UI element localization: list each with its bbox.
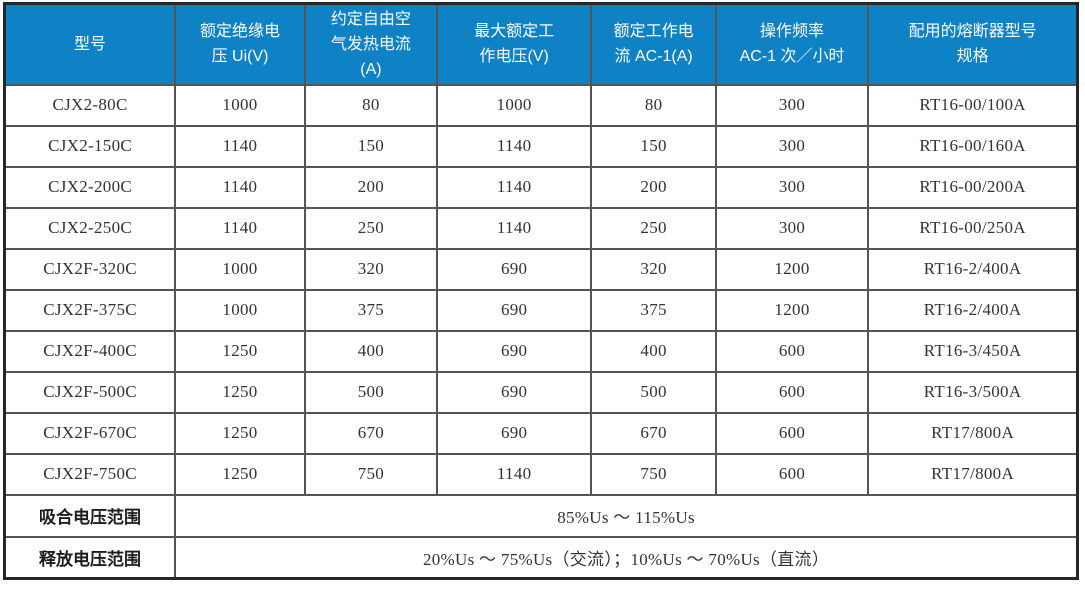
cell-value: 750: [590, 452, 717, 496]
cell-value: 1250: [174, 370, 306, 414]
cell-fuse-spec: RT16-3/500A: [867, 370, 1079, 414]
footer-label-release-voltage-range: 释放电压范围: [3, 535, 177, 580]
table-row: CJX2-150C 1140 150 1140 150 300 RT16-00/…: [3, 124, 1079, 168]
cell-fuse-spec: RT17/800A: [867, 452, 1079, 496]
cell-model: CJX2-80C: [3, 83, 177, 127]
cell-value: 300: [714, 83, 870, 127]
cell-value: 1250: [174, 411, 306, 455]
table-row: CJX2F-375C 1000 375 690 375 1200 RT16-2/…: [3, 288, 1079, 332]
spec-table: 型号 额定绝缘电 压 Ui(V) 约定自由空 气发热电流 (A) 最大额定工 作…: [3, 2, 1079, 580]
cell-value: 600: [714, 452, 870, 496]
cell-value: 1000: [174, 247, 306, 291]
cell-value: 1140: [435, 206, 593, 250]
cell-value: 1250: [174, 452, 306, 496]
header-row: 型号 额定绝缘电 压 Ui(V) 约定自由空 气发热电流 (A) 最大额定工 作…: [3, 2, 1079, 86]
cell-fuse-spec: RT17/800A: [867, 411, 1079, 455]
cell-value: 1000: [174, 288, 306, 332]
table-row: CJX2F-670C 1250 670 690 670 600 RT17/800…: [3, 411, 1079, 455]
cell-fuse-spec: RT16-3/450A: [867, 329, 1079, 373]
cell-value: 1140: [435, 124, 593, 168]
cell-value: 250: [303, 206, 438, 250]
cell-model: CJX2-200C: [3, 165, 177, 209]
cell-value: 690: [435, 329, 593, 373]
footer-row-release-voltage-range: 释放电压范围 20%Us ～ 75%Us（交流）；10%Us ～ 70%Us（直…: [3, 535, 1079, 580]
cell-model: CJX2-250C: [3, 206, 177, 250]
header-cell-matching-fuse-spec: 配用的熔断器型号 规格: [867, 2, 1079, 86]
cell-value: 150: [303, 124, 438, 168]
cell-value: 750: [303, 452, 438, 496]
table-row: CJX2-200C 1140 200 1140 200 300 RT16-00/…: [3, 165, 1079, 209]
cell-value: 80: [303, 83, 438, 127]
cell-value: 200: [303, 165, 438, 209]
cell-value: 670: [590, 411, 717, 455]
cell-value: 690: [435, 370, 593, 414]
cell-model: CJX2F-670C: [3, 411, 177, 455]
cell-model: CJX2F-500C: [3, 370, 177, 414]
cell-value: 300: [714, 206, 870, 250]
header-cell-rated-insulation-voltage: 额定绝缘电 压 Ui(V): [174, 2, 306, 86]
cell-value: 320: [303, 247, 438, 291]
cell-value: 200: [590, 165, 717, 209]
cell-model: CJX2F-400C: [3, 329, 177, 373]
cell-value: 375: [303, 288, 438, 332]
cell-fuse-spec: RT16-00/160A: [867, 124, 1079, 168]
cell-value: 1000: [174, 83, 306, 127]
header-cell-max-rated-working-voltage: 最大额定工 作电压(V): [435, 2, 593, 86]
cell-fuse-spec: RT16-00/100A: [867, 83, 1079, 127]
cell-value: 400: [303, 329, 438, 373]
cell-value: 600: [714, 370, 870, 414]
cell-value: 250: [590, 206, 717, 250]
table-row: CJX2-250C 1140 250 1140 250 300 RT16-00/…: [3, 206, 1079, 250]
cell-value: 80: [590, 83, 717, 127]
cell-value: 690: [435, 411, 593, 455]
footer-label-pickup-voltage-range: 吸合电压范围: [3, 493, 177, 538]
cell-value: 690: [435, 288, 593, 332]
footer-value-pickup-voltage-range: 85%Us ～ 115%Us: [174, 493, 1079, 538]
table-row: CJX2-80C 1000 80 1000 80 300 RT16-00/100…: [3, 83, 1079, 127]
cell-value: 670: [303, 411, 438, 455]
cell-value: 300: [714, 124, 870, 168]
table-row: CJX2F-500C 1250 500 690 500 600 RT16-3/5…: [3, 370, 1079, 414]
cell-model: CJX2-150C: [3, 124, 177, 168]
cell-value: 375: [590, 288, 717, 332]
cell-value: 400: [590, 329, 717, 373]
table-row: CJX2F-320C 1000 320 690 320 1200 RT16-2/…: [3, 247, 1079, 291]
cell-value: 1140: [435, 452, 593, 496]
cell-value: 1140: [174, 165, 306, 209]
cell-model: CJX2F-375C: [3, 288, 177, 332]
cell-value: 1000: [435, 83, 593, 127]
table-row: CJX2F-400C 1250 400 690 400 600 RT16-3/4…: [3, 329, 1079, 373]
cell-fuse-spec: RT16-00/200A: [867, 165, 1079, 209]
cell-fuse-spec: RT16-2/400A: [867, 288, 1079, 332]
cell-value: 1140: [174, 124, 306, 168]
table-row: CJX2F-750C 1250 750 1140 750 600 RT17/80…: [3, 452, 1079, 496]
cell-value: 600: [714, 411, 870, 455]
cell-value: 1250: [174, 329, 306, 373]
cell-value: 690: [435, 247, 593, 291]
cell-value: 500: [590, 370, 717, 414]
footer-value-release-voltage-range: 20%Us ～ 75%Us（交流）；10%Us ～ 70%Us（直流）: [174, 535, 1079, 580]
header-cell-operating-frequency: 操作频率 AC-1 次／小时: [714, 2, 870, 86]
header-cell-model: 型号: [3, 2, 177, 86]
cell-value: 1140: [174, 206, 306, 250]
cell-value: 1140: [435, 165, 593, 209]
cell-value: 150: [590, 124, 717, 168]
cell-fuse-spec: RT16-00/250A: [867, 206, 1079, 250]
cell-value: 1200: [714, 288, 870, 332]
cell-value: 500: [303, 370, 438, 414]
cell-model: CJX2F-750C: [3, 452, 177, 496]
cell-model: CJX2F-320C: [3, 247, 177, 291]
cell-value: 320: [590, 247, 717, 291]
cell-value: 300: [714, 165, 870, 209]
header-cell-rated-working-current-ac1: 额定工作电 流 AC-1(A): [590, 2, 717, 86]
footer-row-pickup-voltage-range: 吸合电压范围 85%Us ～ 115%Us: [3, 493, 1079, 538]
cell-value: 1200: [714, 247, 870, 291]
cell-fuse-spec: RT16-2/400A: [867, 247, 1079, 291]
cell-value: 600: [714, 329, 870, 373]
header-cell-conventional-free-air-thermal-current: 约定自由空 气发热电流 (A): [303, 2, 438, 86]
